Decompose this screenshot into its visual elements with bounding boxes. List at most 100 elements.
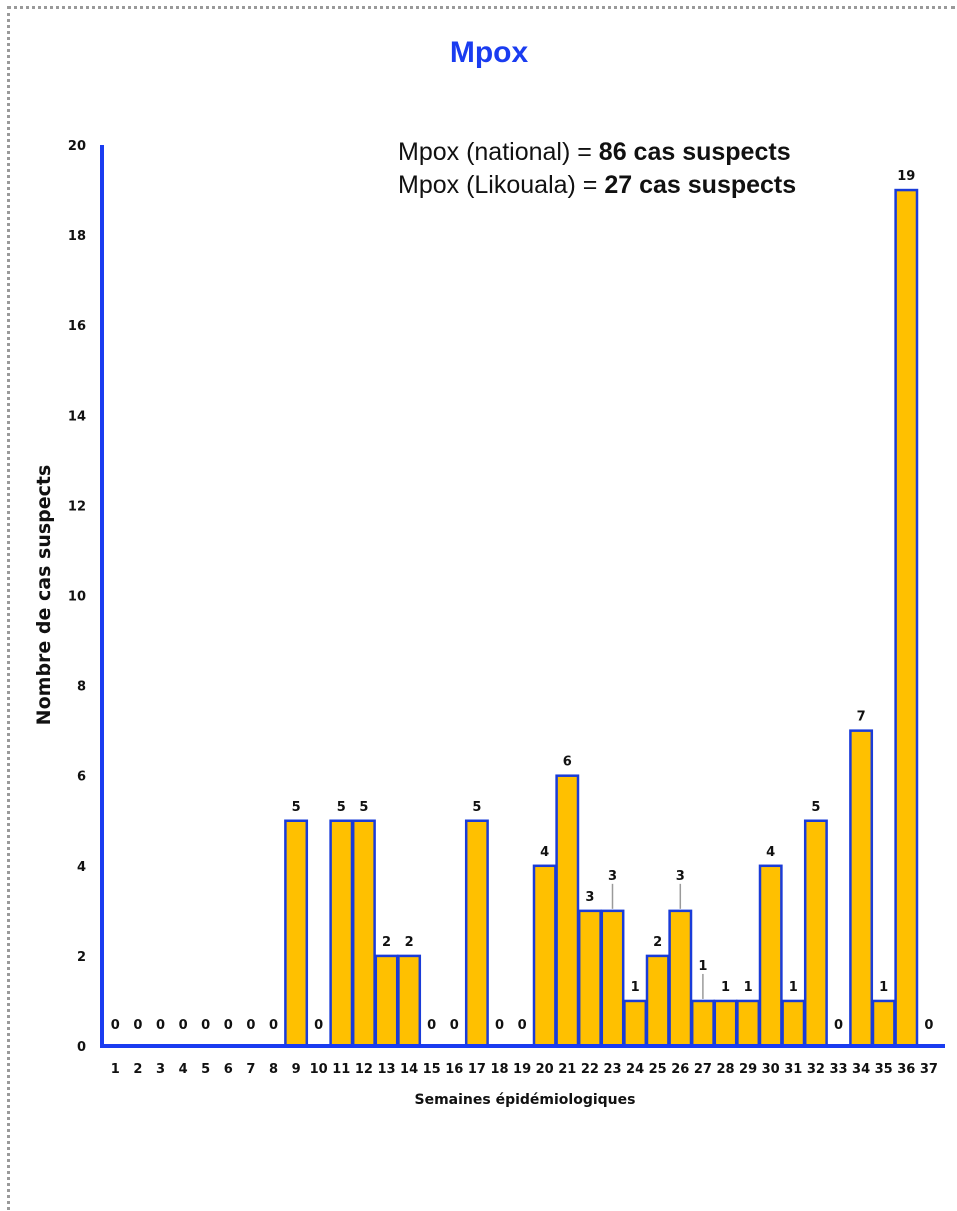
annotation-likouala-value: 27 cas suspects <box>604 171 796 199</box>
x-tick-label: 31 <box>784 1062 802 1077</box>
data-label: 0 <box>269 1018 278 1033</box>
data-label: 0 <box>111 1018 120 1033</box>
x-tick-label: 34 <box>852 1062 870 1077</box>
bar <box>532 864 557 1048</box>
label-leader-lines <box>611 883 704 999</box>
data-label: 0 <box>179 1018 188 1033</box>
x-tick-label: 24 <box>626 1062 644 1077</box>
x-tick-label: 20 <box>536 1062 554 1077</box>
bar <box>894 188 919 1048</box>
data-label: 3 <box>585 890 594 905</box>
x-tick-label: 9 <box>292 1062 301 1077</box>
data-label: 0 <box>924 1018 933 1033</box>
x-tick-label: 27 <box>694 1062 712 1077</box>
data-label: 2 <box>405 935 414 950</box>
x-tick-label: 11 <box>332 1062 350 1077</box>
y-tick-label: 18 <box>68 229 86 244</box>
annotation-likouala-prefix: Mpox (Likouala) = <box>398 171 604 199</box>
bar <box>758 864 783 1048</box>
data-label: 1 <box>879 980 888 995</box>
y-tick-label: 12 <box>68 499 86 514</box>
y-tick-labels: 0 2 4 6 8 10 12 14 16 18 20 <box>68 139 86 1055</box>
bar <box>713 999 738 1048</box>
data-label: 0 <box>133 1018 142 1033</box>
data-label: 5 <box>811 800 820 815</box>
data-label: 0 <box>495 1018 504 1033</box>
data-label: 5 <box>359 800 368 815</box>
x-tick-label: 26 <box>671 1062 689 1077</box>
y-tick-label: 14 <box>68 409 86 424</box>
x-tick-label: 36 <box>897 1062 915 1077</box>
x-tick-label: 28 <box>716 1062 734 1077</box>
chart-title: Mpox <box>450 36 529 69</box>
data-label: 5 <box>337 800 346 815</box>
bar <box>803 819 828 1048</box>
x-tick-label: 21 <box>558 1062 576 1077</box>
data-label: 0 <box>314 1018 323 1033</box>
x-tick-label: 17 <box>468 1062 486 1077</box>
data-label: 7 <box>857 710 866 725</box>
x-tick-label: 7 <box>246 1062 255 1077</box>
y-tick-label: 10 <box>68 590 86 605</box>
y-tick-label: 4 <box>77 860 86 875</box>
data-label: 0 <box>518 1018 527 1033</box>
x-tick-label: 13 <box>377 1062 395 1077</box>
data-label: 0 <box>450 1018 459 1033</box>
x-tick-label: 33 <box>829 1062 847 1077</box>
data-label: 5 <box>472 800 481 815</box>
x-tick-label: 16 <box>445 1062 463 1077</box>
data-label: 0 <box>201 1018 210 1033</box>
x-tick-label: 19 <box>513 1062 531 1077</box>
data-label: 0 <box>156 1018 165 1033</box>
bar <box>623 999 648 1048</box>
bars <box>284 188 919 1048</box>
x-tick-label: 22 <box>581 1062 599 1077</box>
bar <box>690 999 715 1048</box>
data-label: 2 <box>653 935 662 950</box>
x-tick-label: 6 <box>224 1062 233 1077</box>
data-label: 1 <box>744 980 753 995</box>
bar <box>849 729 874 1048</box>
bar <box>736 999 761 1048</box>
y-tick-label: 8 <box>77 680 86 695</box>
x-tick-label: 3 <box>156 1062 165 1077</box>
data-label: 5 <box>292 800 301 815</box>
annotation-likouala: Mpox (Likouala) = 27 cas suspects <box>398 171 796 199</box>
y-tick-label: 0 <box>77 1040 86 1055</box>
x-tick-label: 15 <box>423 1062 441 1077</box>
data-label: 0 <box>427 1018 436 1033</box>
x-tick-label: 18 <box>490 1062 508 1077</box>
bar <box>374 954 399 1048</box>
y-tick-label: 20 <box>68 139 86 154</box>
x-tick-label: 8 <box>269 1062 278 1077</box>
x-tick-label: 35 <box>875 1062 893 1077</box>
bar <box>871 999 896 1048</box>
bar <box>645 954 670 1048</box>
bar <box>600 909 625 1048</box>
bar <box>781 999 806 1048</box>
bar <box>351 819 376 1048</box>
x-tick-label: 29 <box>739 1062 757 1077</box>
bar <box>329 819 354 1048</box>
x-tick-label: 5 <box>201 1062 210 1077</box>
annotation-national: Mpox (national) = 86 cas suspects <box>398 138 791 166</box>
bar <box>555 774 580 1048</box>
data-label: 3 <box>608 869 617 884</box>
x-tick-label: 37 <box>920 1062 938 1077</box>
data-label: 1 <box>789 980 798 995</box>
x-axis-title: Semaines épidémiologiques <box>415 1092 636 1108</box>
bar <box>464 819 489 1048</box>
data-label: 1 <box>721 980 730 995</box>
x-tick-label: 2 <box>133 1062 142 1077</box>
data-label: 0 <box>834 1018 843 1033</box>
data-label: 2 <box>382 935 391 950</box>
bar <box>577 909 602 1048</box>
x-tick-label: 32 <box>807 1062 825 1077</box>
data-label: 4 <box>540 845 549 860</box>
y-tick-label: 2 <box>77 950 86 965</box>
chart-frame <box>7 6 955 1210</box>
data-label: 0 <box>246 1018 255 1033</box>
data-label: 1 <box>631 980 640 995</box>
